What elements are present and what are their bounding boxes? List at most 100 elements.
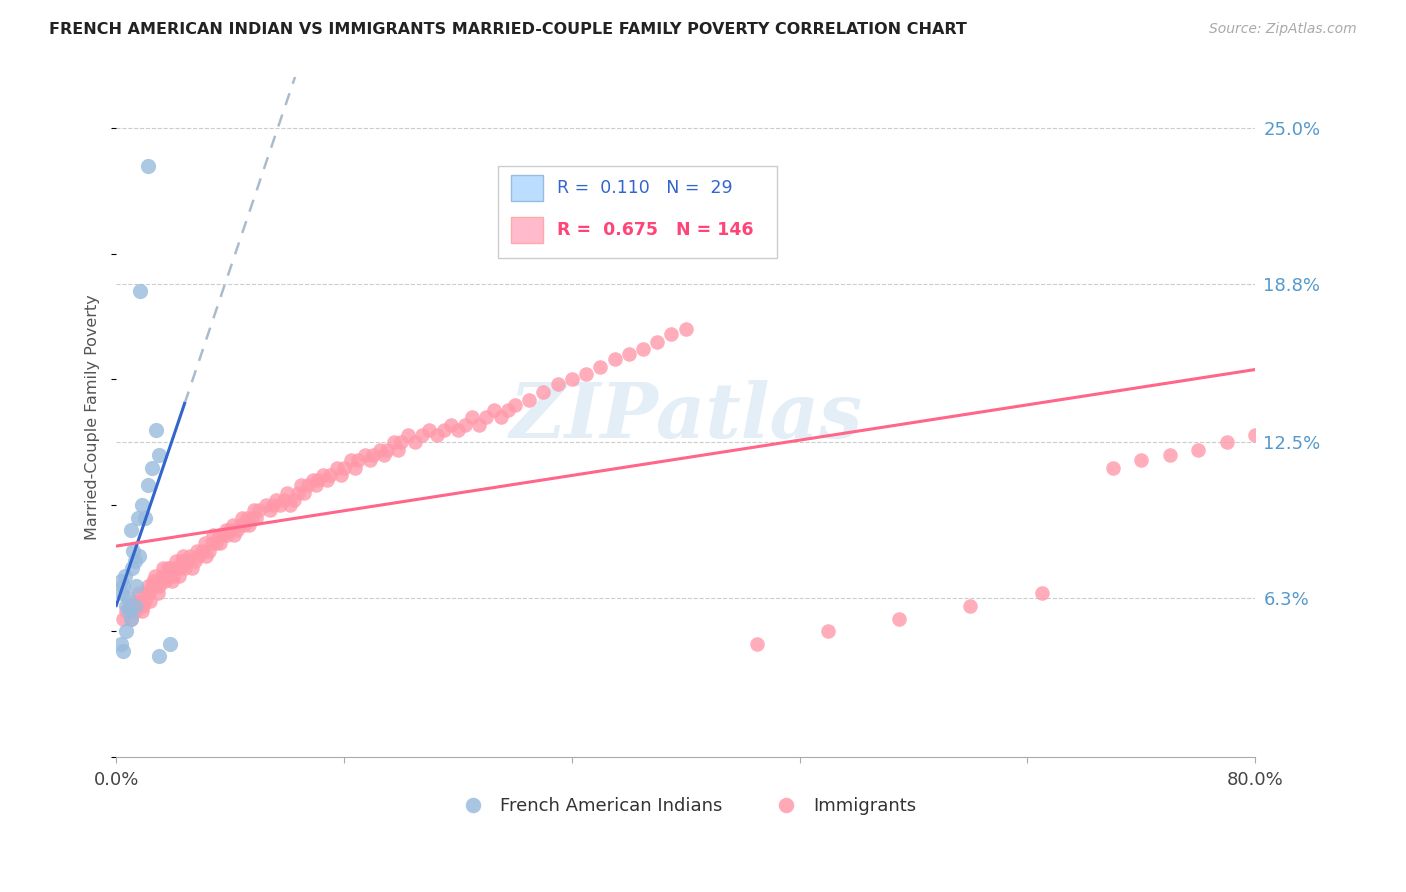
Point xyxy=(245,511,267,525)
Point xyxy=(138,586,160,600)
Point xyxy=(131,604,153,618)
Point xyxy=(187,549,209,563)
Point xyxy=(163,561,186,575)
Point xyxy=(489,410,512,425)
Point xyxy=(382,435,405,450)
Point xyxy=(205,536,228,550)
Point xyxy=(617,347,640,361)
Point xyxy=(127,599,149,613)
Point xyxy=(307,473,329,487)
Point xyxy=(631,343,654,357)
Point xyxy=(172,549,194,563)
Point xyxy=(160,574,183,588)
Point xyxy=(226,524,249,538)
Point xyxy=(1244,427,1267,442)
Point xyxy=(112,579,135,593)
Point xyxy=(122,543,145,558)
Point xyxy=(278,498,301,512)
Point xyxy=(1101,460,1123,475)
Point xyxy=(201,536,224,550)
Point xyxy=(135,586,157,600)
Point xyxy=(143,568,166,582)
Point xyxy=(547,377,569,392)
Point xyxy=(222,518,245,533)
Point xyxy=(1159,448,1181,462)
Point xyxy=(149,574,172,588)
Text: R =  0.675   N = 146: R = 0.675 N = 146 xyxy=(557,221,754,239)
Point xyxy=(304,478,326,492)
Point xyxy=(183,554,205,568)
Point xyxy=(1130,453,1153,467)
Point xyxy=(202,528,225,542)
Point xyxy=(231,511,253,525)
Point xyxy=(359,453,381,467)
Point xyxy=(152,561,174,575)
Point xyxy=(180,561,202,575)
Point xyxy=(1031,586,1053,600)
Point xyxy=(112,611,135,625)
Point xyxy=(889,611,911,625)
Point xyxy=(117,591,139,606)
Legend: French American Indians, Immigrants: French American Indians, Immigrants xyxy=(449,790,924,822)
Point xyxy=(387,442,409,457)
Point xyxy=(148,448,170,462)
Point xyxy=(312,468,335,483)
Point xyxy=(115,624,138,639)
Point xyxy=(176,554,198,568)
Point xyxy=(240,511,263,525)
Point xyxy=(186,543,208,558)
Point xyxy=(131,498,153,512)
Point xyxy=(159,561,181,575)
Point xyxy=(142,574,165,588)
Point xyxy=(153,574,176,588)
Point xyxy=(148,649,170,664)
Point xyxy=(297,478,319,492)
Point xyxy=(132,599,155,613)
Point xyxy=(134,511,156,525)
Point xyxy=(193,536,215,550)
Point xyxy=(110,637,132,651)
Point xyxy=(136,579,159,593)
Point xyxy=(301,473,323,487)
Point xyxy=(121,604,143,618)
Point xyxy=(208,528,231,542)
Point xyxy=(254,498,277,512)
Point xyxy=(959,599,981,613)
Point xyxy=(344,460,367,475)
Point xyxy=(111,586,134,600)
Point xyxy=(148,579,170,593)
Point xyxy=(316,473,339,487)
Point xyxy=(165,554,187,568)
Point xyxy=(159,637,181,651)
Point xyxy=(141,579,163,593)
Point xyxy=(118,599,141,613)
Point xyxy=(283,493,305,508)
Point xyxy=(645,334,668,349)
Point xyxy=(145,579,167,593)
Point xyxy=(262,498,284,512)
Point xyxy=(517,392,540,407)
Point xyxy=(454,417,477,432)
Point xyxy=(482,402,505,417)
Point xyxy=(157,568,180,582)
Point xyxy=(1187,442,1209,457)
Point xyxy=(115,604,138,618)
Point xyxy=(229,518,252,533)
Point xyxy=(120,611,142,625)
Point xyxy=(120,611,142,625)
Point xyxy=(326,460,349,475)
Point xyxy=(233,518,256,533)
Point xyxy=(146,586,169,600)
FancyBboxPatch shape xyxy=(512,217,543,243)
Point xyxy=(269,498,291,512)
Point xyxy=(389,435,412,450)
Point xyxy=(276,485,298,500)
Point xyxy=(418,423,440,437)
Point xyxy=(170,554,193,568)
Point xyxy=(333,460,356,475)
Point xyxy=(561,372,583,386)
Point xyxy=(531,384,554,399)
Point xyxy=(120,524,142,538)
Point xyxy=(121,561,143,575)
Point xyxy=(156,561,179,575)
